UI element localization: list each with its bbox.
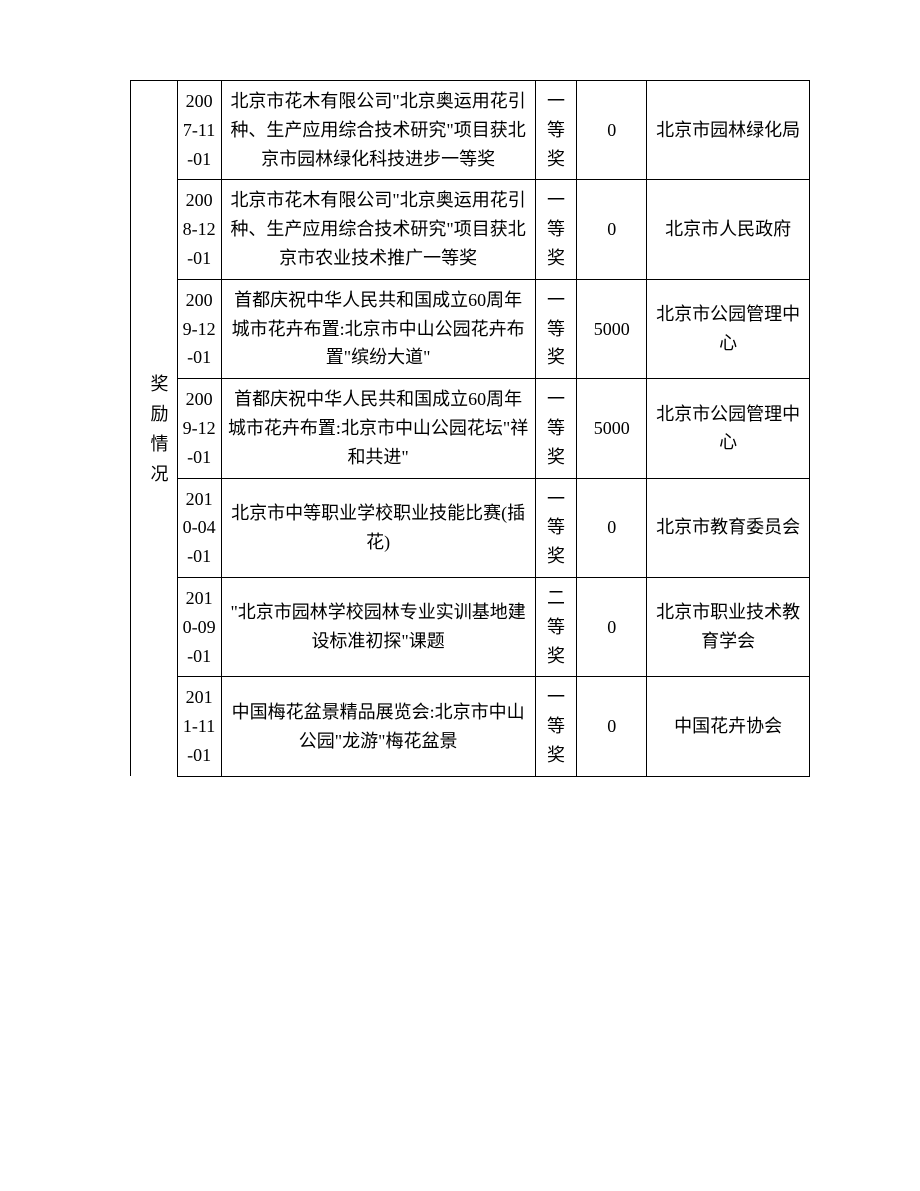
description-text: 中国梅花盆景精品展览会:北京市中山公园"龙游"梅花盆景 [226,698,531,756]
table-row: 2009-12-01 首都庆祝中华人民共和国成立60周年城市花卉布置:北京市中山… [131,279,810,378]
organization-cell: 北京市公园管理中心 [647,379,810,478]
header-label: 奖励情况 [149,374,169,494]
grade-cell: 一等奖 [535,379,577,478]
amount-cell: 0 [577,478,647,577]
date-cell: 2010-04-01 [177,478,221,577]
table-row: 2010-09-01 "北京市园林学校园林专业实训基地建设标准初探"课题 二等奖… [131,577,810,676]
grade-cell: 一等奖 [535,478,577,577]
organization-cell: 中国花卉协会 [647,677,810,776]
date-cell: 2010-09-01 [177,577,221,676]
amount-cell: 5000 [577,379,647,478]
table-row: 奖励情况 2007-11-01 北京市花木有限公司"北京奥运用花引种、生产应用综… [131,81,810,180]
amount-cell: 0 [577,180,647,279]
date-cell: 2009-12-01 [177,379,221,478]
organization-cell: 北京市职业技术教育学会 [647,577,810,676]
organization-cell: 北京市园林绿化局 [647,81,810,180]
grade-cell: 二等奖 [535,577,577,676]
description-cell: 北京市花木有限公司"北京奥运用花引种、生产应用综合技术研究"项目获北京市农业技术… [221,180,535,279]
description-cell: 北京市中等职业学校职业技能比赛(插花) [221,478,535,577]
organization-cell: 北京市教育委员会 [647,478,810,577]
description-cell: 首都庆祝中华人民共和国成立60周年城市花卉布置:北京市中山公园花卉布置"缤纷大道… [221,279,535,378]
awards-table: 奖励情况 2007-11-01 北京市花木有限公司"北京奥运用花引种、生产应用综… [130,80,810,777]
description-text: 首都庆祝中华人民共和国成立60周年城市花卉布置:北京市中山公园花卉布置"缤纷大道… [226,286,531,372]
amount-cell: 5000 [577,279,647,378]
date-cell: 2007-11-01 [177,81,221,180]
description-text: 北京市中等职业学校职业技能比赛(插花) [226,499,531,557]
description-text: 北京市花木有限公司"北京奥运用花引种、生产应用综合技术研究"项目获北京市农业技术… [226,186,531,272]
organization-cell: 北京市公园管理中心 [647,279,810,378]
date-cell: 2009-12-01 [177,279,221,378]
description-text: 首都庆祝中华人民共和国成立60周年城市花卉布置:北京市中山公园花坛"祥和共进" [226,385,531,471]
description-cell: 首都庆祝中华人民共和国成立60周年城市花卉布置:北京市中山公园花坛"祥和共进" [221,379,535,478]
description-cell: "北京市园林学校园林专业实训基地建设标准初探"课题 [221,577,535,676]
description-cell: 北京市花木有限公司"北京奥运用花引种、生产应用综合技术研究"项目获北京市园林绿化… [221,81,535,180]
table-row: 2011-11-01 中国梅花盆景精品展览会:北京市中山公园"龙游"梅花盆景 一… [131,677,810,776]
date-cell: 2011-11-01 [177,677,221,776]
table-row: 2010-04-01 北京市中等职业学校职业技能比赛(插花) 一等奖 0 北京市… [131,478,810,577]
table-row: 2008-12-01 北京市花木有限公司"北京奥运用花引种、生产应用综合技术研究… [131,180,810,279]
amount-cell: 0 [577,577,647,676]
grade-cell: 一等奖 [535,81,577,180]
amount-cell: 0 [577,677,647,776]
row-header-cell: 奖励情况 [131,81,178,777]
description-cell: 中国梅花盆景精品展览会:北京市中山公园"龙游"梅花盆景 [221,677,535,776]
date-cell: 2008-12-01 [177,180,221,279]
description-text: "北京市园林学校园林专业实训基地建设标准初探"课题 [226,598,531,656]
organization-cell: 北京市人民政府 [647,180,810,279]
grade-cell: 一等奖 [535,279,577,378]
amount-cell: 0 [577,81,647,180]
awards-table-body: 奖励情况 2007-11-01 北京市花木有限公司"北京奥运用花引种、生产应用综… [131,81,810,777]
description-text: 北京市花木有限公司"北京奥运用花引种、生产应用综合技术研究"项目获北京市园林绿化… [226,87,531,173]
grade-cell: 一等奖 [535,677,577,776]
grade-cell: 一等奖 [535,180,577,279]
table-row: 2009-12-01 首都庆祝中华人民共和国成立60周年城市花卉布置:北京市中山… [131,379,810,478]
